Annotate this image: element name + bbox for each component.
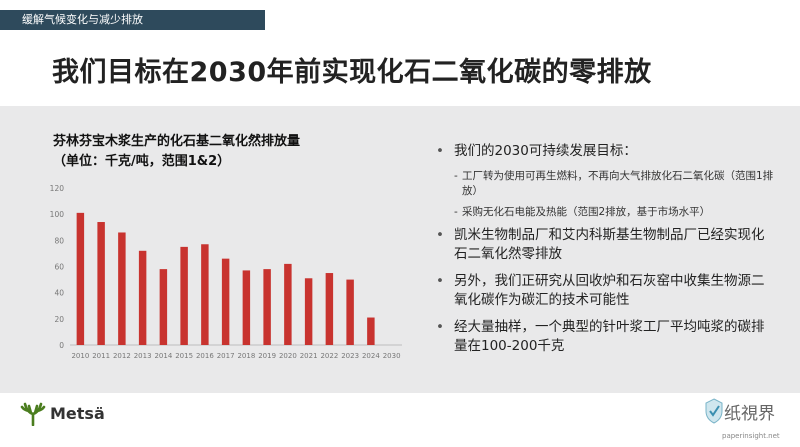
bullet-item: 凯米生物制品厂和艾内科斯基生物制品厂已经实现化石二氧化然零排放: [432, 226, 777, 264]
bar-2011: [97, 222, 105, 345]
sub-bullet-text: 工厂转为使用可再生燃料，不再向大气排放化石二氧化碳（范围1排放）: [462, 170, 774, 197]
bullet-item: 经大量抽样，一个典型的针叶浆工厂平均吨浆的碳排量在100-200千克: [432, 318, 777, 356]
bar-2015: [180, 246, 188, 345]
y-tick-label: 120: [50, 184, 65, 193]
dash-marker: -: [454, 206, 458, 218]
bullet-text: 另外，我们正研究从回收炉和石灰窑中收集生物源二氧化碳作为碳汇的技术可能性: [454, 273, 765, 308]
y-tick-label: 60: [54, 263, 64, 272]
bullet-list: 我们的2030可持续发展目标： - 工厂转为使用可再生燃料，不再向大气排放化石二…: [432, 142, 777, 364]
y-tick-label: 80: [54, 236, 64, 245]
x-tick-label: 2016: [196, 352, 214, 360]
y-tick-label: 20: [54, 315, 64, 324]
bullet-item: 我们的2030可持续发展目标：: [432, 142, 777, 161]
y-tick-label: 40: [54, 289, 64, 298]
bar-2016: [201, 244, 209, 345]
x-tick-label: 2012: [113, 352, 131, 360]
sub-bullet-item: - 工厂转为使用可再生燃料，不再向大气排放化石二氧化碳（范围1排放）: [432, 169, 777, 199]
x-tick-label: 2022: [320, 352, 338, 360]
shield-check-icon: [705, 398, 723, 424]
bullet-text: 凯米生物制品厂和艾内科斯基生物制品厂已经实现化石二氧化然零排放: [454, 227, 765, 262]
sub-bullet-text: 采购无化石电能及热能（范围2排放，基于市场水平）: [462, 206, 711, 218]
x-tick-label: 2021: [300, 352, 318, 360]
x-tick-label: 2010: [71, 352, 89, 360]
bar-2013: [138, 250, 147, 345]
watermark-text: 纸視界: [724, 403, 775, 424]
bar-2023: [346, 279, 354, 345]
bar-2010: [76, 212, 85, 345]
sub-bullet-item: - 采购无化石电能及热能（范围2排放，基于市场水平）: [432, 205, 777, 220]
bullet-text: 我们的2030可持续发展目标：: [454, 143, 637, 159]
bar-2021: [304, 278, 313, 345]
x-tick-label: 2015: [175, 352, 193, 360]
x-tick-label: 2020: [279, 352, 297, 360]
watermark: 纸視界: [704, 397, 775, 425]
y-tick-label: 0: [59, 341, 64, 350]
dash-marker: -: [454, 170, 458, 182]
chart-title: 芬林芬宝木浆生产的化石基二氧化然排放量 （单位：千克/吨，范围1&2）: [53, 132, 300, 172]
page-title: 我们目标在2030年前实现化石二氧化碳的零排放: [52, 57, 652, 88]
x-tick-label: 2024: [362, 352, 380, 360]
y-tick-label: 100: [50, 210, 65, 219]
section-header-bar: 缓解气候变化与减少排放: [0, 10, 265, 30]
x-tick-label: 2030: [383, 352, 401, 360]
x-tick-label: 2011: [92, 352, 110, 360]
bar-2024: [367, 317, 375, 345]
bar-2018: [242, 270, 251, 345]
bar-2020: [284, 263, 292, 345]
metsa-logo: Metsä: [20, 400, 105, 426]
x-tick-label: 2018: [237, 352, 255, 360]
section-label: 缓解气候变化与减少排放: [22, 13, 143, 26]
bullet-item: 另外，我们正研究从回收炉和石灰窑中收集生物源二氧化碳作为碳汇的技术可能性: [432, 272, 777, 310]
x-tick-label: 2017: [217, 352, 235, 360]
x-tick-label: 2014: [154, 352, 172, 360]
bullet-text: 经大量抽样，一个典型的针叶浆工厂平均吨浆的碳排量在100-200千克: [454, 319, 765, 354]
x-tick-label: 2013: [134, 352, 152, 360]
bar-2022: [325, 273, 334, 345]
antler-icon: [20, 402, 46, 426]
x-tick-label: 2019: [258, 352, 276, 360]
watermark-url: paperinsight.net: [722, 432, 780, 440]
bar-2012: [118, 232, 126, 345]
bar-2019: [263, 269, 271, 345]
bar-2014: [159, 269, 168, 345]
x-tick-label: 2023: [341, 352, 359, 360]
chart-title-line2: （单位：千克/吨，范围1&2）: [53, 154, 231, 169]
chart-title-line1: 芬林芬宝木浆生产的化石基二氧化然排放量: [53, 134, 301, 149]
bar-2017: [221, 258, 230, 345]
logo-text: Metsä: [50, 403, 105, 423]
